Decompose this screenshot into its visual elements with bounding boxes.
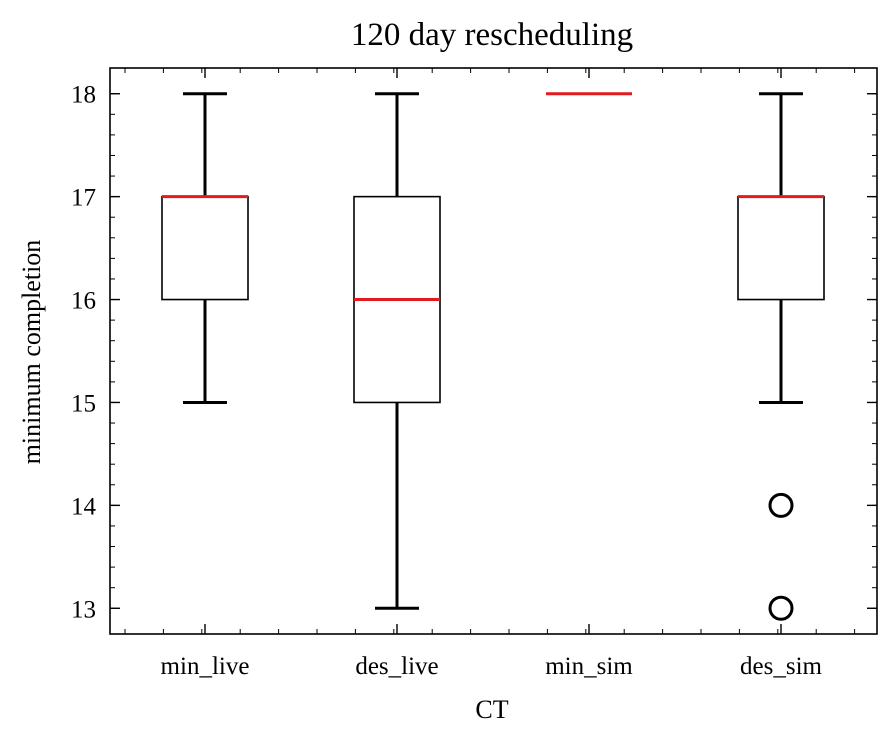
chart-title: 120 day rescheduling: [351, 17, 633, 53]
y-tick-label: 17: [71, 185, 96, 212]
x-tick-label: des_live: [355, 653, 438, 680]
y-tick-label: 14: [71, 493, 97, 520]
plot-area: 13 14 15 16 17 18 min_live des_live min_sim des_s…: [71, 68, 877, 680]
y-tick-label: 15: [71, 390, 96, 417]
y-tick-label: 18: [71, 82, 96, 109]
y-tick-label: 16: [71, 288, 96, 315]
y-axis-label: minimum completion: [17, 240, 46, 465]
x-axis-label: CT: [475, 695, 508, 724]
plot-frame: [109, 67, 878, 635]
x-tick-label: min_sim: [545, 653, 633, 680]
x-tick-label: des_sim: [740, 653, 823, 680]
box-iqr: [737, 195, 825, 301]
outlier-point: [768, 595, 794, 621]
y-tick-label: 13: [71, 596, 96, 623]
x-tick-label: min_live: [161, 653, 250, 680]
outlier-point: [768, 492, 794, 518]
box-iqr: [161, 195, 249, 301]
